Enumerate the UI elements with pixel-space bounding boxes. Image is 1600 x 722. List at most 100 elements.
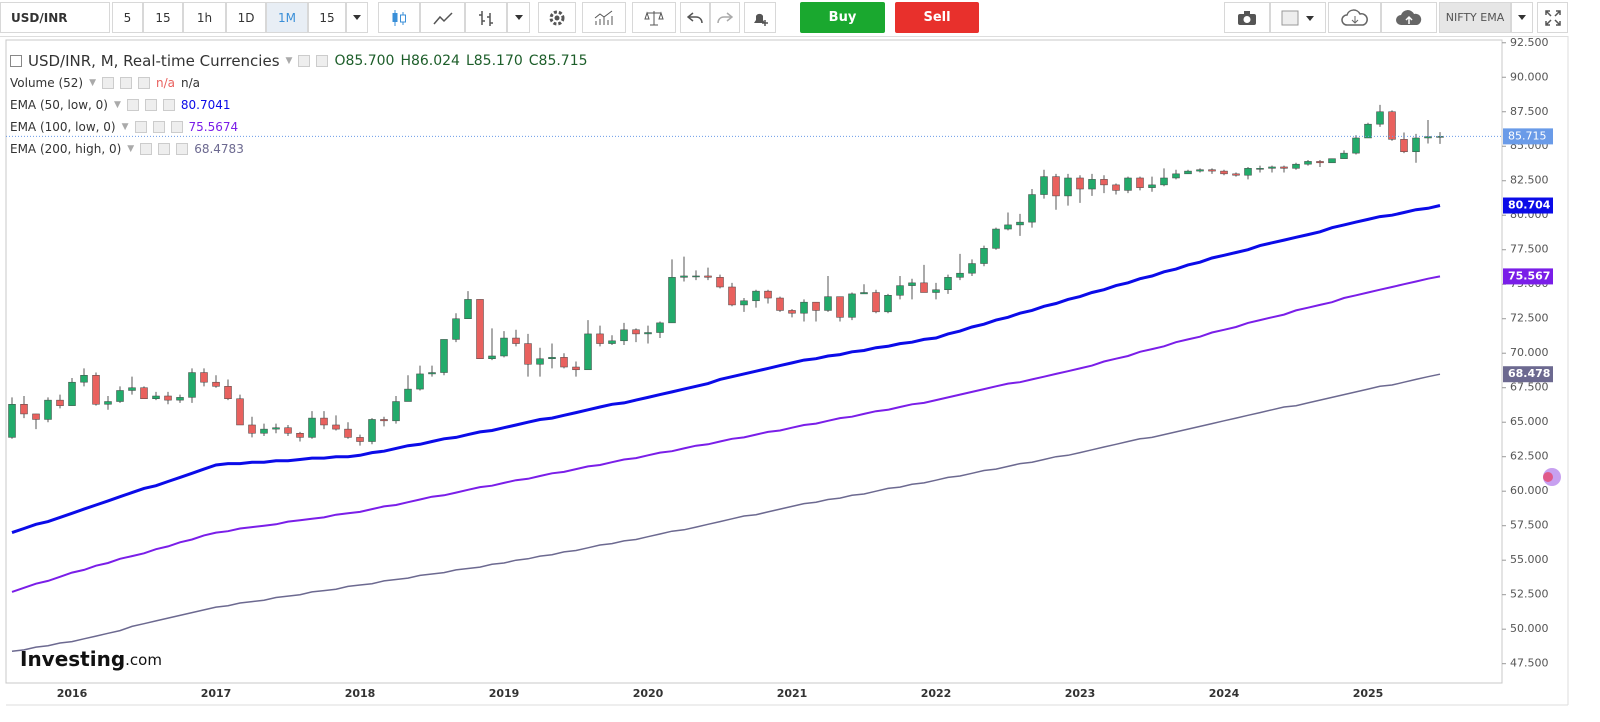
candle-body — [272, 427, 280, 430]
settings-button[interactable] — [538, 2, 576, 33]
candle-body — [92, 375, 100, 405]
last-price-label: 85.715 — [1508, 129, 1547, 142]
candle-body — [140, 387, 148, 400]
legend-caret[interactable]: ▼ — [285, 56, 293, 66]
ema-name: EMA (200, high, 0) — [10, 142, 122, 156]
legend-gear[interactable] — [316, 55, 329, 67]
y-tick-label: 67.500 — [1510, 381, 1549, 394]
legend-eye[interactable] — [140, 143, 153, 155]
legend-gear[interactable] — [120, 77, 132, 89]
ema-name: EMA (100, low, 0) — [10, 120, 116, 134]
line-chart-button[interactable] — [420, 2, 465, 33]
symbol-input[interactable]: USD/INR — [0, 2, 110, 33]
candle-body — [1136, 177, 1144, 188]
icon — [432, 11, 453, 24]
legend-eye[interactable] — [102, 77, 114, 89]
legend-caret[interactable]: ▼ — [89, 78, 96, 88]
candle-body — [680, 275, 688, 278]
interval-button[interactable]: 15 — [143, 2, 183, 33]
snapshot-button[interactable] — [1224, 2, 1270, 33]
caret — [514, 15, 523, 20]
candle-body — [560, 357, 568, 368]
candle-body — [8, 404, 16, 438]
plot-frame — [5, 39, 1503, 684]
candle-body — [476, 299, 484, 359]
interval-dropdown[interactable] — [346, 2, 368, 33]
template-dropdown[interactable] — [1511, 2, 1533, 33]
volume-value: n/a — [156, 76, 176, 90]
load-button[interactable] — [1328, 2, 1381, 33]
chart-type-dropdown[interactable] — [507, 2, 530, 33]
interval-button[interactable]: 1h — [183, 2, 226, 33]
collapse-icon[interactable] — [10, 55, 22, 67]
volume-value: n/a — [181, 76, 201, 90]
alert-button[interactable] — [744, 2, 776, 33]
candle-body — [368, 419, 376, 442]
indicators-button[interactable] — [582, 2, 626, 33]
candle-body — [896, 285, 904, 296]
candle-body — [764, 290, 772, 299]
icon — [594, 10, 613, 25]
candle-body — [188, 372, 196, 398]
legend-gear[interactable] — [144, 99, 157, 111]
template-button[interactable]: NIFTY EMA — [1439, 2, 1511, 33]
x-tick-label: 2024 — [1209, 687, 1240, 700]
candle-body — [596, 333, 604, 344]
candle-body — [668, 277, 676, 324]
sell-button[interactable]: Sell — [895, 2, 979, 33]
candle-body — [968, 263, 976, 274]
ema-line — [11, 275, 1441, 593]
legend-caret[interactable]: ▼ — [121, 122, 129, 132]
color-button[interactable] — [1270, 2, 1326, 33]
candle-body — [284, 427, 292, 434]
candle-body — [344, 428, 352, 438]
interval-button-active[interactable]: 1M — [266, 2, 308, 33]
fullscreen-button[interactable] — [1537, 2, 1568, 33]
candles-button[interactable] — [378, 2, 420, 33]
x-tick-label: 2017 — [201, 687, 232, 700]
ohlc-high: H86.024 — [400, 53, 460, 69]
buy-button[interactable]: Buy — [800, 2, 885, 33]
candle-body — [68, 381, 76, 406]
icon — [1281, 10, 1314, 25]
y-tick-label: 82.500 — [1510, 174, 1549, 187]
ema-legend: EMA (100, low, 0) ▼ 75.5674 — [10, 120, 238, 134]
legend-caret[interactable]: ▼ — [113, 100, 121, 110]
legend-eye[interactable] — [298, 55, 311, 67]
ema-legend: EMA (200, high, 0) ▼ 68.4783 — [10, 142, 244, 156]
candle-body — [776, 297, 784, 311]
candle-body — [656, 322, 664, 333]
redo-button[interactable] — [710, 2, 740, 33]
candle-body — [824, 296, 832, 311]
assistant-icon-part — [1543, 472, 1553, 482]
bars-button[interactable] — [465, 2, 507, 33]
y-tick-label: 52.500 — [1510, 588, 1549, 601]
interval-button[interactable]: 1D — [226, 2, 266, 33]
ema-value-box — [1503, 366, 1553, 383]
icon — [1396, 9, 1422, 25]
legend-close[interactable] — [176, 143, 189, 155]
candle-body — [788, 310, 796, 314]
legend-eye[interactable] — [134, 121, 147, 133]
interval-button[interactable]: 5 — [112, 2, 143, 33]
candle-body — [104, 401, 112, 405]
candle-body — [80, 375, 88, 383]
legend-close[interactable] — [138, 77, 150, 89]
legend-close[interactable] — [162, 99, 175, 111]
candle-body — [380, 419, 388, 422]
candle-body — [548, 357, 556, 359]
candle-body — [1280, 166, 1288, 169]
legend-gear[interactable] — [158, 143, 171, 155]
candle-body — [572, 366, 580, 371]
candle-body — [728, 286, 736, 306]
y-tick-label: 77.500 — [1510, 243, 1549, 256]
undo-button[interactable] — [680, 2, 710, 33]
legend-eye[interactable] — [126, 99, 139, 111]
legend-gear[interactable] — [152, 121, 165, 133]
interval-button[interactable]: 15 — [308, 2, 346, 33]
legend-caret[interactable]: ▼ — [127, 144, 135, 154]
legend-close[interactable] — [170, 121, 183, 133]
compare-button[interactable] — [632, 2, 676, 33]
save-button[interactable] — [1381, 2, 1437, 33]
